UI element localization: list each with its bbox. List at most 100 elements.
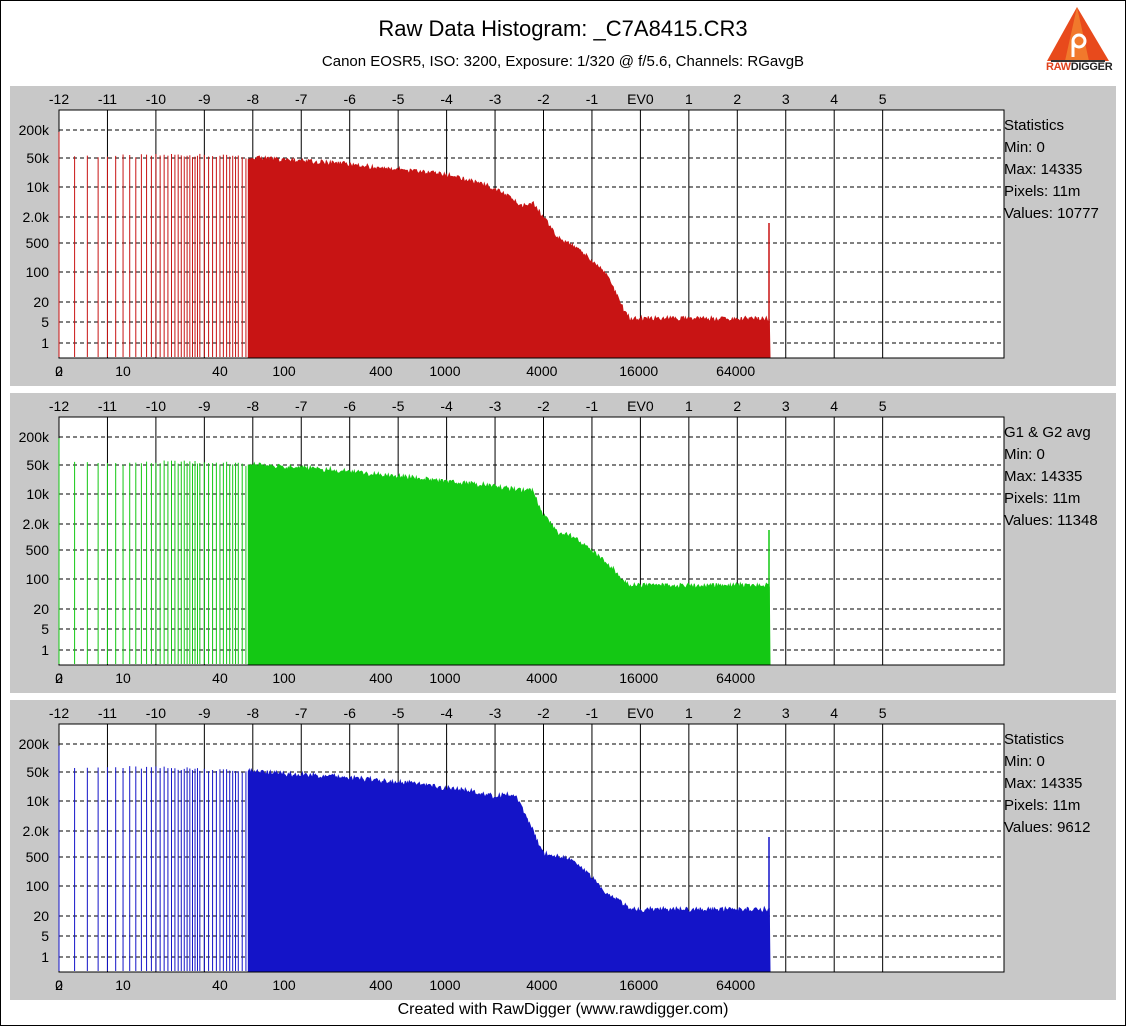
bottom-tick-label: 400 (369, 977, 393, 993)
top-tick-label: -6 (343, 398, 356, 414)
histogram-fill (247, 461, 771, 665)
bottom-tick-label: 40 (212, 670, 228, 686)
top-tick-label: -6 (343, 91, 356, 107)
rawdigger-logo (1045, 5, 1111, 75)
top-tick-label: 5 (879, 398, 887, 414)
top-tick-label: -7 (295, 91, 308, 107)
top-tick-label: -9 (198, 705, 211, 721)
top-tick-label: 2 (733, 398, 741, 414)
histogram-panel-green: 200k 50k 10k 2.0k 500 100 20 5 1 -12 -11 -10 -9 -8 -7-… (10, 393, 1116, 693)
bottom-tick-label: 0 (55, 363, 63, 379)
stats-label: Statistics (1004, 117, 1065, 134)
top-tick-label: -1 (586, 91, 599, 107)
top-tick-label: -2 (537, 91, 550, 107)
chart-subtitle: Canon EOSR5, ISO: 3200, Exposure: 1/320 … (321, 53, 805, 70)
top-tick-label: -12 (49, 91, 69, 107)
histogram-fill (247, 767, 771, 972)
y-tick-label: 1 (41, 949, 49, 965)
top-tick-label: 1 (685, 705, 693, 721)
bottom-tick-label: 1000 (429, 670, 460, 686)
y-tick-label: 100 (26, 878, 50, 894)
stats-label: G1 & G2 avg (1004, 424, 1091, 441)
bottom-tick-label: 4000 (526, 977, 557, 993)
top-tick-label: -8 (247, 398, 260, 414)
chart-title: Raw Data Histogram: _C7A8415.CR3 (378, 16, 748, 41)
top-tick-label: -5 (392, 398, 405, 414)
top-tick-label: -5 (392, 705, 405, 721)
top-tick-label: -8 (247, 705, 260, 721)
top-tick-label: -6 (343, 705, 356, 721)
stats-label: Statistics (1004, 731, 1065, 748)
y-tick-label: 5 (41, 928, 49, 944)
stats-values: Values: 9612 (1004, 819, 1091, 836)
top-tick-label: -4 (440, 398, 453, 414)
top-tick-label: -5 (392, 91, 405, 107)
y-tick-label: 500 (26, 542, 50, 558)
top-tick-label: -4 (440, 91, 453, 107)
stats-pixels: Pixels: 11m (1004, 183, 1081, 200)
histogram-bars (58, 745, 771, 972)
stats-min: Min: 0 (1004, 446, 1045, 463)
y-tick-label: 500 (26, 849, 50, 865)
bottom-tick-label: 40 (212, 977, 228, 993)
stats-pixels: Pixels: 11m (1004, 797, 1081, 814)
bottom-tick-label: 400 (369, 363, 393, 379)
bottom-tick-label: 16000 (619, 670, 658, 686)
top-tick-label: -2 (537, 705, 550, 721)
y-tick-label: 20 (33, 294, 49, 310)
logo-text-digger: DIGGER (1070, 61, 1113, 73)
top-tick-label: -1 (586, 705, 599, 721)
stats-min: Min: 0 (1004, 753, 1045, 770)
top-tick-label: 3 (782, 91, 790, 107)
top-tick-label: -3 (489, 91, 502, 107)
y-tick-label: 50k (26, 150, 50, 166)
bottom-tick-label: 10 (115, 977, 131, 993)
y-tick-label: 2.0k (23, 209, 50, 225)
bottom-tick-label: 16000 (619, 977, 658, 993)
top-tick-label: -12 (49, 705, 69, 721)
top-tick-label: 2 (733, 705, 741, 721)
stats-pixels: Pixels: 11m (1004, 490, 1081, 507)
y-tick-label: 5 (41, 314, 49, 330)
stats-max: Max: 14335 (1004, 775, 1083, 792)
top-tick-label: -10 (146, 705, 166, 721)
y-tick-label: 5 (41, 621, 49, 637)
top-tick-label: -2 (537, 398, 550, 414)
bottom-tick-label: 100 (272, 670, 296, 686)
bottom-tick-label: 400 (369, 670, 393, 686)
bottom-tick-label: 0 (55, 670, 63, 686)
bottom-tick-label: 16000 (619, 363, 658, 379)
bottom-tick-label: 10 (115, 363, 131, 379)
top-tick-label: -9 (198, 398, 211, 414)
bottom-tick-label: 64000 (716, 363, 755, 379)
bottom-tick-label: 4000 (526, 363, 557, 379)
bottom-tick-label: 40 (212, 363, 228, 379)
top-tick-label: 2 (733, 91, 741, 107)
bottom-tick-label: 2 (55, 977, 63, 993)
bottom-tick-label: 2 (55, 363, 63, 379)
stats-box-blue: Statistics Min: 0 Max: 14335 Pixels: 11m… (1004, 729, 1090, 839)
stats-box-red: Statistics Min: 0 Max: 14335 Pixels: 11m… (1004, 115, 1099, 225)
stats-max: Max: 14335 (1004, 161, 1083, 178)
top-tick-label: -11 (98, 398, 117, 414)
bottom-tick-label: 1000 (429, 363, 460, 379)
y-tick-label: 2.0k (23, 516, 50, 532)
histogram-fill (247, 155, 771, 358)
bottom-tick-label: 10 (115, 670, 131, 686)
top-tick-label: -11 (98, 705, 117, 721)
y-tick-label: 100 (26, 571, 50, 587)
top-tick-label: 4 (830, 398, 838, 414)
bottom-tick-label: 4000 (526, 670, 557, 686)
y-tick-label: 2.0k (23, 823, 50, 839)
top-tick-label: -4 (440, 705, 453, 721)
bottom-tick-label: 100 (272, 363, 296, 379)
stats-min: Min: 0 (1004, 139, 1045, 156)
top-tick-label: -9 (198, 91, 211, 107)
top-tick-label: 5 (879, 705, 887, 721)
histogram-bars (58, 438, 771, 665)
top-tick-label: 3 (782, 398, 790, 414)
bottom-tick-label: 1000 (429, 977, 460, 993)
y-tick-label: 50k (26, 764, 50, 780)
y-tick-label: 20 (33, 908, 49, 924)
y-tick-label: 10k (26, 793, 50, 809)
